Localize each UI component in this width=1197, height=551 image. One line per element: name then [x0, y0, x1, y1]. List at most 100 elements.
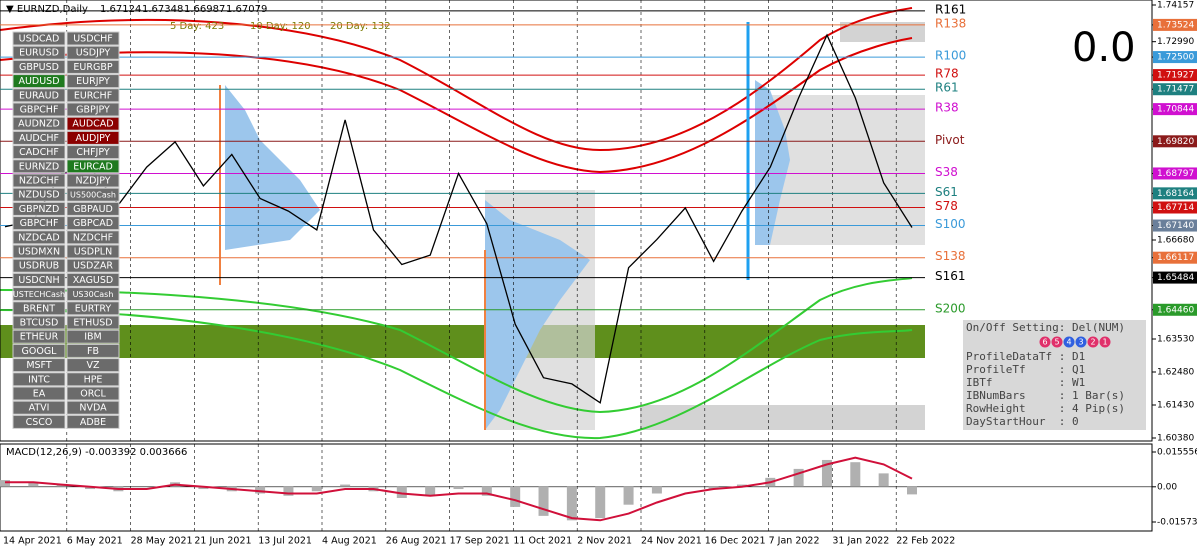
symbol-button[interactable]: CADCHF: [12, 145, 66, 160]
price-box: [1153, 51, 1197, 64]
big-value: 0.0: [1072, 25, 1136, 71]
symbol-button[interactable]: ADBE: [66, 414, 120, 429]
symbol-button[interactable]: USDJPY: [66, 45, 120, 60]
macd-frame: [0, 443, 1153, 532]
date-label: 6 May 2021: [67, 536, 123, 547]
symbol-button[interactable]: IBM: [66, 329, 120, 344]
symbol-button[interactable]: NVDA: [66, 400, 120, 415]
symbol-button[interactable]: MSFT: [12, 358, 66, 373]
button-bg: [12, 230, 66, 245]
symbol-button[interactable]: USDCHF: [66, 31, 120, 46]
symbol-button[interactable]: EURTRY: [66, 301, 120, 316]
button-bg: [66, 216, 120, 231]
symbol-button[interactable]: BRENT: [12, 301, 66, 316]
symbol-button[interactable]: US500Cash: [66, 187, 120, 202]
symbol-button[interactable]: CSCO: [12, 414, 66, 429]
symbol-button[interactable]: AUDNZD: [12, 116, 66, 131]
symbol-button[interactable]: ETHEUR: [12, 329, 66, 344]
symbol-button[interactable]: ATVI: [12, 400, 66, 415]
button-bg: [66, 173, 120, 188]
price-label: 1.66680: [1157, 235, 1194, 245]
symbol-button[interactable]: GOOGL: [12, 343, 66, 358]
symbol-button[interactable]: AUDUSD: [12, 74, 66, 89]
info-line: DayStartHour : 0: [966, 415, 1079, 428]
macd-bar: [793, 468, 804, 487]
toggle-circle[interactable]: [1075, 336, 1087, 348]
symbol-button[interactable]: VZ: [66, 358, 120, 373]
symbol-button[interactable]: CHFJPY: [66, 145, 120, 160]
symbol-button[interactable]: ORCL: [66, 386, 120, 401]
button-bg: [66, 386, 120, 401]
price-label: 1.66117: [1157, 253, 1194, 263]
symbol-button[interactable]: USDRUB: [12, 258, 66, 273]
symbol-button[interactable]: HPE: [66, 372, 120, 387]
channel: [0, 277, 913, 414]
toggle-circle[interactable]: [1039, 336, 1051, 348]
button-text: VZ: [86, 360, 99, 371]
button-text: AUDCHF: [19, 133, 59, 144]
symbol-button[interactable]: BTCUSD: [12, 315, 66, 330]
symbol-button[interactable]: USDZAR: [66, 258, 120, 273]
button-text: GOOGL: [22, 346, 58, 357]
level-label: R138: [935, 16, 966, 30]
button-bg: [66, 187, 120, 202]
symbol-button[interactable]: USDCAD: [12, 31, 66, 46]
symbol-button[interactable]: USDMXN: [12, 244, 66, 259]
symbol-button[interactable]: GBPJPY: [66, 102, 120, 117]
symbol-button[interactable]: EURJPY: [66, 74, 120, 89]
symbol-button[interactable]: FB: [66, 343, 120, 358]
symbol-button[interactable]: XAGUSD: [66, 272, 120, 287]
symbol-button[interactable]: ETHUSD: [66, 315, 120, 330]
symbol-button[interactable]: USTECHCash: [12, 287, 66, 302]
button-text: USTECHCash: [13, 290, 65, 299]
symbol-button[interactable]: NZDCHF: [66, 230, 120, 245]
button-text: USDRUB: [19, 261, 59, 272]
macd-bar: [311, 486, 322, 492]
level-label: S200: [935, 301, 966, 315]
price-label: 1.68797: [1157, 169, 1194, 179]
macd-bar: [481, 486, 492, 496]
symbol-button[interactable]: NZDCHF: [12, 173, 66, 188]
symbol-button[interactable]: USDCNH: [12, 272, 66, 287]
button-text: NZDUSD: [18, 190, 59, 201]
ohlc-value: 1.67124: [100, 4, 141, 15]
button-bg: [66, 230, 120, 245]
symbol-button[interactable]: US30Cash: [66, 287, 120, 302]
symbol-button[interactable]: EURCAD: [66, 159, 120, 174]
symbol-button[interactable]: EA: [12, 386, 66, 401]
button-bg: [12, 329, 66, 344]
symbol-button[interactable]: INTC: [12, 372, 66, 387]
symbol-button[interactable]: EURGBP: [66, 59, 120, 74]
macd-bar: [396, 486, 407, 498]
button-text: USDZAR: [73, 261, 113, 272]
button-text: USDCHF: [73, 34, 113, 45]
symbol-button[interactable]: AUDCHF: [12, 130, 66, 145]
symbol-button[interactable]: NZDJPY: [66, 173, 120, 188]
symbol-button[interactable]: EURAUD: [12, 88, 66, 103]
button-text: HPE: [84, 374, 103, 385]
price-label: 1.62480: [1157, 367, 1194, 377]
toggle-circle[interactable]: [1099, 336, 1111, 348]
symbol-button[interactable]: EURNZD: [12, 159, 66, 174]
symbol-button[interactable]: AUDCAD: [66, 116, 120, 131]
macd-tick-label: -0.015739: [1157, 518, 1197, 528]
symbol-button[interactable]: NZDCAD: [12, 230, 66, 245]
symbol-button[interactable]: USDPLN: [66, 244, 120, 259]
button-text: GBPCHF: [20, 105, 59, 116]
symbol-button[interactable]: EURUSD: [12, 45, 66, 60]
toggle-circle[interactable]: [1087, 336, 1099, 348]
toggle-circle[interactable]: [1051, 336, 1063, 348]
symbol-button[interactable]: GBPCHF: [12, 102, 66, 117]
toggle-circle[interactable]: [1063, 336, 1075, 348]
symbol-button[interactable]: GBPCAD: [66, 216, 120, 231]
symbol-button[interactable]: GBPNZD: [12, 201, 66, 216]
symbol-button[interactable]: NZDUSD: [12, 187, 66, 202]
symbol-button[interactable]: AUDJPY: [66, 130, 120, 145]
button-bg: [12, 358, 66, 373]
symbol-button[interactable]: GBPCHF: [12, 216, 66, 231]
symbol-button[interactable]: GBPAUD: [66, 201, 120, 216]
symbol-button[interactable]: EURCHF: [66, 88, 120, 103]
info-line: ProfileTf : Q1: [966, 363, 1085, 376]
symbol-button[interactable]: GBPUSD: [12, 59, 66, 74]
channel: [0, 37, 913, 174]
